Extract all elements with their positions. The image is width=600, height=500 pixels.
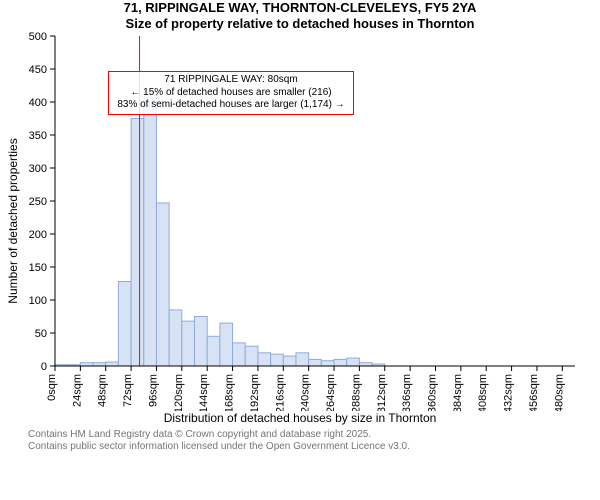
x-tick-label: 432sqm (503, 374, 515, 411)
x-tick-label: 216sqm (274, 374, 286, 411)
x-tick-label: 384sqm (452, 374, 464, 411)
marker-callout: 71 RIPPINGALE WAY: 80sqm ← 15% of detach… (108, 71, 354, 115)
histogram-bar (233, 343, 246, 366)
y-tick-label: 300 (29, 163, 47, 175)
title-line-1: 71, RIPPINGALE WAY, THORNTON-CLEVELEYS, … (0, 0, 600, 16)
callout-line-2: ← 15% of detached houses are smaller (21… (115, 87, 347, 100)
histogram-bar (296, 353, 309, 366)
histogram-bar (144, 92, 157, 366)
x-tick-label: 360sqm (426, 374, 438, 411)
histogram-bar (347, 358, 360, 366)
histogram-bar (106, 362, 119, 366)
y-tick-label: 100 (29, 295, 47, 307)
x-tick-label: 480sqm (553, 374, 565, 411)
x-tick-label: 48sqm (97, 374, 109, 407)
x-axis-label: Distribution of detached houses by size … (0, 411, 600, 425)
attribution-footer: Contains HM Land Registry data © Crown c… (0, 425, 600, 453)
histogram-bar (118, 282, 131, 366)
histogram-bar (220, 323, 233, 366)
footer-line-1: Contains HM Land Registry data © Crown c… (28, 429, 600, 441)
x-tick-label: 24sqm (71, 374, 83, 407)
y-tick-label: 0 (41, 361, 47, 373)
y-tick-label: 150 (29, 262, 47, 274)
x-tick-label: 240sqm (300, 374, 312, 411)
histogram-bar (283, 356, 296, 366)
x-tick-label: 336sqm (401, 374, 413, 411)
x-tick-label: 312sqm (376, 374, 388, 411)
chart-area: Number of detached properties 0 50 100 150 2… (0, 31, 600, 411)
x-tick-label: 120sqm (173, 374, 185, 411)
histogram-bar (182, 321, 195, 366)
histogram-bar (195, 317, 208, 367)
y-tick-label: 500 (29, 31, 47, 43)
title-line-2: Size of property relative to detached ho… (0, 16, 600, 32)
y-tick-label: 350 (29, 130, 47, 142)
x-tick-label: 144sqm (198, 374, 210, 411)
x-tick-label: 168sqm (224, 374, 236, 411)
x-tick-label: 192sqm (249, 374, 261, 411)
chart-title: 71, RIPPINGALE WAY, THORNTON-CLEVELEYS, … (0, 0, 600, 31)
histogram-bar (169, 310, 182, 366)
y-axis-label: Number of detached properties (6, 138, 20, 303)
callout-line-3: 83% of semi-detached houses are larger (… (115, 99, 347, 112)
histogram-bar (156, 203, 169, 366)
histogram-bar (334, 360, 347, 367)
callout-line-1: 71 RIPPINGALE WAY: 80sqm (115, 74, 347, 87)
x-tick-label: 96sqm (147, 374, 159, 407)
x-tick-label: 408sqm (477, 374, 489, 411)
x-tick-label: 264sqm (325, 374, 337, 411)
histogram-bar (258, 353, 271, 366)
histogram-bar (131, 119, 144, 367)
y-tick-label: 200 (29, 229, 47, 241)
y-tick-label: 50 (35, 328, 47, 340)
histogram-bar (207, 336, 220, 366)
x-tick-label: 456sqm (528, 374, 540, 411)
histogram-bar (321, 361, 334, 366)
y-tick-label: 450 (29, 64, 47, 76)
histogram-bar (271, 354, 284, 366)
y-tick-label: 250 (29, 196, 47, 208)
footer-line-2: Contains public sector information licen… (28, 441, 600, 453)
x-tick-label: 288sqm (350, 374, 362, 411)
x-tick-label: 0sqm (46, 374, 58, 401)
y-tick-label: 400 (29, 97, 47, 109)
histogram-bar (309, 360, 322, 367)
histogram-bar (245, 346, 258, 366)
x-tick-label: 72sqm (122, 374, 134, 407)
